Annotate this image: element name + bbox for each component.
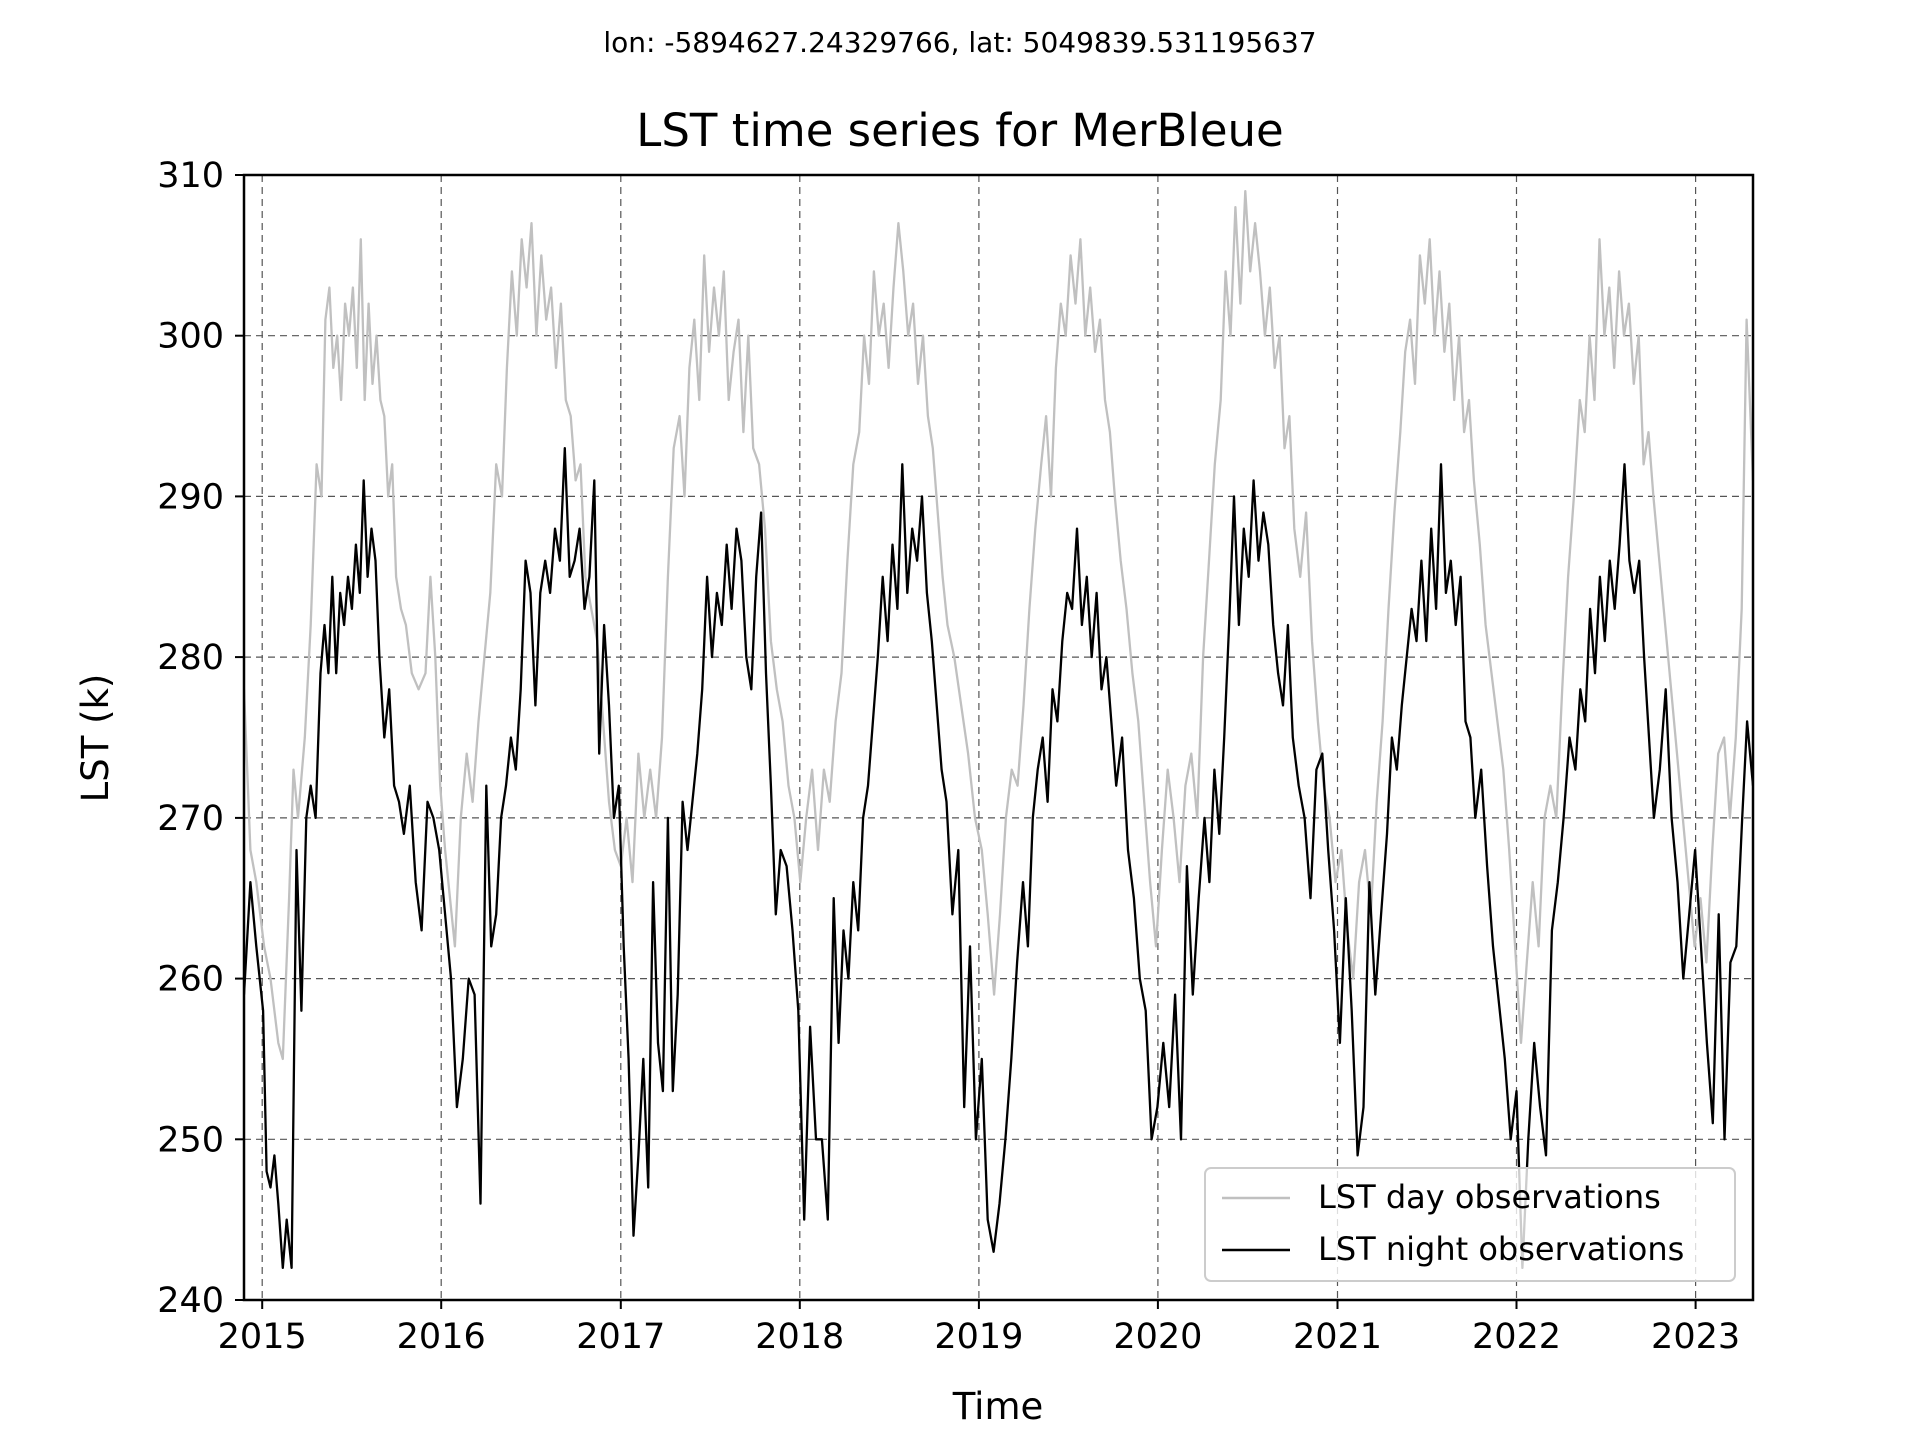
y-axis-label: LST (k) <box>74 674 117 803</box>
x-tick-label: 2022 <box>1472 1317 1561 1357</box>
y-tick-label: 240 <box>157 1281 224 1321</box>
chart-title: LST time series for MerBleue <box>636 104 1283 157</box>
legend: LST day observations LST night observati… <box>1204 1167 1736 1282</box>
y-tick-label: 250 <box>157 1120 224 1160</box>
night-series-line <box>244 447 1753 1270</box>
x-tick-label: 2021 <box>1293 1317 1382 1357</box>
axis-ticks: 2015 2016 2017 2018 2019 2020 2021 2022 2023 240 2… <box>157 156 1740 1357</box>
plot-area <box>244 175 1753 1300</box>
chart-suptitle: lon: -5894627.24329766, lat: 5049839.531… <box>603 26 1316 59</box>
legend-day-label: LST day observations <box>1318 1178 1661 1216</box>
x-axis-label: Time <box>952 1385 1044 1428</box>
x-tick-label: 2019 <box>934 1317 1023 1357</box>
day-series-line <box>244 189 1753 1061</box>
y-tick-label: 310 <box>157 156 224 196</box>
x-tick-label: 2020 <box>1113 1317 1202 1357</box>
legend-night-label: LST night observations <box>1318 1230 1684 1268</box>
series-layer <box>244 189 1753 1270</box>
x-tick-label: 2017 <box>576 1317 665 1357</box>
y-tick-label: 290 <box>157 477 224 517</box>
plot-frame <box>242 173 1755 1302</box>
y-tick-label: 270 <box>157 799 224 839</box>
y-tick-label: 260 <box>157 960 224 1000</box>
legend-box <box>1204 1167 1736 1282</box>
y-tick-label: 280 <box>157 638 224 678</box>
y-tick-label: 300 <box>157 317 224 357</box>
x-tick-label: 2016 <box>397 1317 486 1357</box>
x-tick-label: 2018 <box>755 1317 844 1357</box>
x-tick-label: 2015 <box>218 1317 307 1357</box>
x-tick-label: 2023 <box>1651 1317 1740 1357</box>
